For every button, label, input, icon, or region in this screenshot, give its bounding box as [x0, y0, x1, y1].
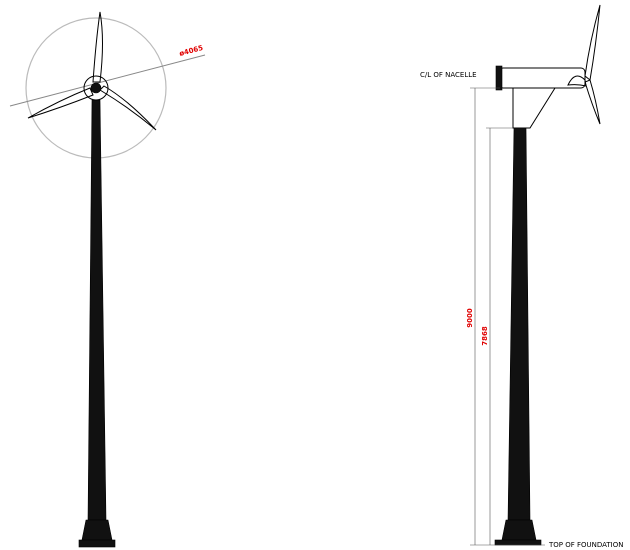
tower-foot: [502, 520, 536, 540]
base-plate: [495, 540, 541, 545]
blade: [585, 80, 600, 124]
nacelle-label: C/L OF NACELLE: [420, 71, 477, 79]
front-view: ø4065: [10, 12, 205, 547]
tower: [508, 128, 530, 520]
hub-center: [91, 83, 101, 93]
side-view: 9000 7868 C/L OF NACELLE TOP OF FOUNDATI…: [420, 5, 624, 549]
tower-foot: [82, 520, 112, 540]
blade: [100, 86, 156, 130]
hub-height: 9000: [466, 308, 474, 328]
base-plate: [79, 540, 115, 547]
foundation-label: TOP OF FOUNDATION: [548, 541, 624, 549]
blade: [93, 12, 103, 82]
diameter-line: [10, 55, 205, 106]
drawing: ø4065 9000 7868 C/L OF NACELLE TOP OF FO…: [0, 0, 630, 550]
blade: [568, 76, 586, 86]
tower-height: 7868: [481, 326, 489, 346]
yaw-support: [513, 88, 555, 128]
tower: [88, 100, 106, 520]
tail: [496, 66, 502, 90]
blade: [585, 5, 600, 80]
